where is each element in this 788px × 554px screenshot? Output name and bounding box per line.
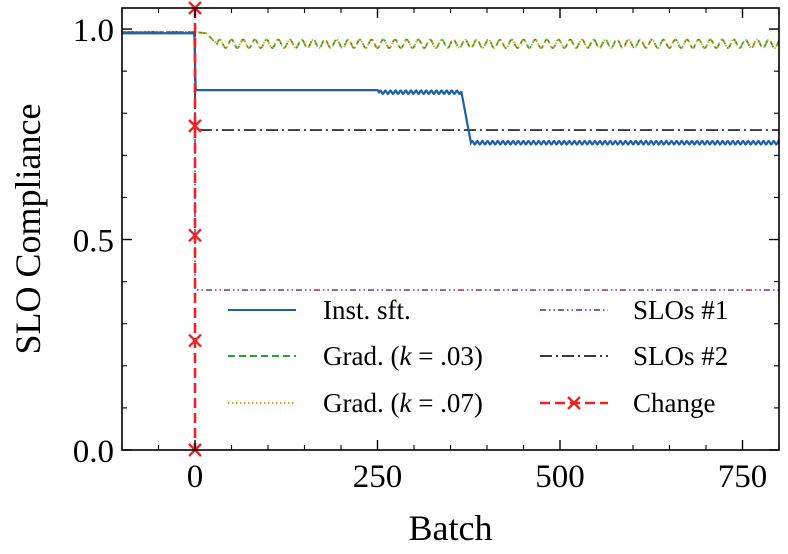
x-tick-label: 500: [535, 459, 585, 495]
legend-label-right-2: Change: [633, 388, 715, 418]
legend-label-right-0: SLOs #1: [633, 295, 728, 325]
series-line-slos-1: [122, 31, 779, 291]
change-marker: [188, 228, 202, 243]
x-axis-title: Batch: [409, 508, 493, 548]
x-tick-label: 0: [187, 459, 204, 495]
legend-change-marker: [567, 396, 581, 410]
x-tick-label: 250: [353, 459, 403, 495]
legend-label-left-2: Grad. (k = .07): [323, 388, 483, 418]
y-axis-title: SLO Compliance: [8, 104, 48, 355]
axes-layer: 0 250 500 750 0.0 0.5 1.0 Batch SLO Compliance: [8, 7, 780, 548]
series-line-grad-k-07: [122, 31, 779, 49]
change-marker: [188, 333, 202, 348]
plot-frame: [121, 7, 780, 451]
change-marker: [188, 119, 202, 133]
y-tick-label: 0.5: [73, 224, 114, 260]
series-line-slos-2: [122, 31, 779, 131]
y-tick-label: 1.0: [73, 13, 114, 49]
legend-label-left-0: Inst. sft.: [323, 295, 411, 325]
legend: Inst. sft. Grad. (k = .03) Grad. (k = .07)…: [228, 295, 728, 418]
legend-label-left-1: Grad. (k = .03): [323, 341, 483, 371]
series-layer: [122, 31, 779, 291]
legend-label-right-1: SLOs #2: [633, 341, 728, 371]
y-tick-label: 0.0: [73, 434, 114, 470]
series-line-inst-sft: [122, 32, 779, 146]
x-tick-label: 750: [718, 459, 768, 495]
